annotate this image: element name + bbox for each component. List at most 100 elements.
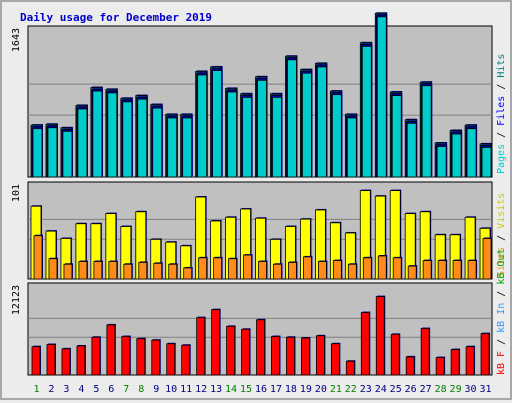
bar-sites-day-11 [183,267,193,280]
legend-top-part-4: Hits [496,54,507,78]
bar-kb-f-day-8 [136,338,146,376]
bar-kb-f-day-18 [286,336,295,376]
bar-kb-f-day-24 [375,296,385,376]
bar-pages-day-9 [152,107,163,178]
bar-sites-day-15 [243,254,252,280]
bar-sites-day-27 [422,260,432,280]
panel-1-ymax-label: 1643 [11,28,22,52]
day-label-3: 3 [63,384,69,395]
bar-sites-day-6 [108,261,118,280]
day-label-24: 24 [375,384,387,395]
bar-pages-day-18 [287,59,297,178]
bar-sites-day-28 [437,260,447,280]
panel-2 [27,181,493,280]
bar-sites-day-23 [362,257,372,280]
bar-sites-day-29 [452,260,462,280]
bar-kb-f-day-9 [151,339,161,376]
bar-pages-day-1 [32,128,43,178]
bar-kb-f-day-25 [390,333,400,376]
day-label-17: 17 [270,384,282,395]
legend-top-part-2: Files [496,96,507,126]
bar-sites-day-5 [93,261,103,280]
bar-sites-day-31 [482,238,492,280]
panel-3-ymax-label: 12123 [11,285,22,315]
bar-kb-f-day-21 [330,343,340,376]
day-label-2: 2 [48,384,54,395]
bar-pages-day-31 [481,147,492,178]
day-label-12: 12 [195,384,207,395]
panel-2-ymax-label: 101 [11,184,22,202]
bar-kb-f-day-5 [91,336,101,376]
bar-sites-day-24 [377,255,387,280]
day-label-29: 29 [450,384,462,395]
bar-pages-day-17 [272,96,282,178]
bar-kb-f-day-26 [405,356,415,376]
bar-pages-day-20 [316,66,327,178]
day-label-8: 8 [138,384,144,395]
bar-pages-day-2 [47,127,58,178]
bar-pages-day-12 [197,74,208,178]
day-axis: 1 2 3 4 5 6 7 8 9 10 11 12 13 14 15 16 17 18 19 20 21 22 23 24 2… [33,384,491,395]
bar-pages-day-8 [137,98,148,178]
day-label-11: 11 [180,384,192,395]
bar-pages-day-4 [77,108,88,178]
bar-pages-day-28 [436,146,447,178]
bar-kb-f-day-28 [435,357,445,376]
day-label-19: 19 [300,384,312,395]
legend-top-part-3: / [496,78,507,96]
bar-sites-day-25 [392,257,402,280]
legend-bottom-part-0: kB F [496,351,507,375]
legend-top-part-0: Pages [496,144,507,174]
day-label-22: 22 [345,384,357,395]
bar-sites-day-21 [332,260,342,280]
day-label-28: 28 [435,384,447,395]
bar-kb-f-day-13 [211,309,221,376]
bar-kb-f-day-17 [271,336,280,376]
day-label-5: 5 [93,384,99,395]
legend-bottom-part-2: kB In [496,303,507,333]
bar-sites-day-16 [258,261,267,280]
bar-sites-day-1 [33,235,43,280]
bar-sites-day-4 [78,261,88,280]
day-label-7: 7 [123,384,129,395]
bar-sites-day-3 [63,263,73,280]
bar-kb-f-day-2 [46,344,56,376]
bar-pages-day-13 [212,70,223,178]
day-label-30: 30 [465,384,477,395]
bar-kb-f-day-15 [241,328,250,376]
bar-pages-day-24 [376,16,387,178]
bar-sites-day-12 [198,257,208,280]
bar-pages-day-25 [391,95,402,178]
bar-pages-day-6 [107,92,118,178]
day-label-20: 20 [315,384,327,395]
bar-kb-f-day-6 [106,324,116,376]
day-label-23: 23 [360,384,372,395]
bar-sites-day-17 [273,263,282,280]
bar-pages-day-16 [257,79,267,178]
bar-pages-day-27 [421,85,432,178]
bar-pages-day-14 [227,91,237,178]
bar-sites-day-13 [213,257,223,280]
bar-sites-day-19 [303,256,312,280]
bar-pages-day-30 [466,128,477,178]
legend-bottom: kB F / kB In / kB Out [496,249,507,375]
bar-sites-day-22 [347,263,357,280]
legend-top-part-1: / [496,126,507,144]
day-label-26: 26 [405,384,417,395]
bar-kb-f-day-23 [360,312,370,376]
day-label-6: 6 [108,384,114,395]
bar-kb-f-day-22 [345,360,355,376]
bar-sites-day-10 [168,263,178,280]
bar-kb-f-day-1 [31,346,41,376]
bar-kb-f-day-7 [121,336,131,376]
day-label-4: 4 [78,384,84,395]
bar-sites-day-14 [228,258,237,280]
bar-sites-day-7 [123,263,133,280]
daily-usage-chart: Daily usage for December 2019 1643101121… [11,11,507,395]
bar-kb-f-day-27 [420,328,430,376]
chart-panels: 1643 101 12123 [11,12,493,376]
day-label-18: 18 [285,384,297,395]
day-label-14: 14 [225,384,237,395]
